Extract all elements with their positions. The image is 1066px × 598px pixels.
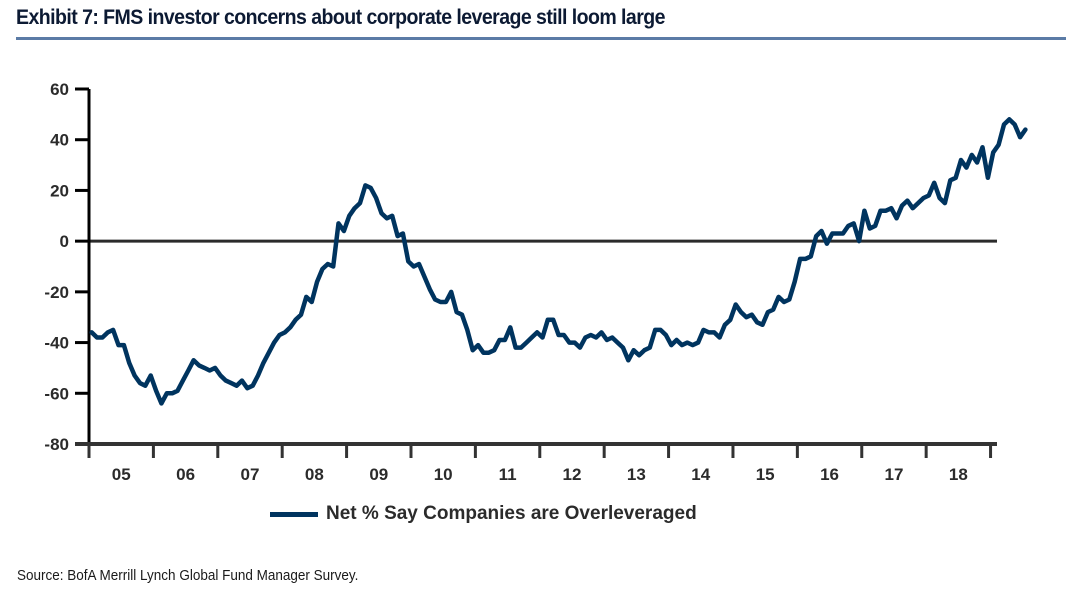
y-tick-label: 60 — [50, 80, 69, 99]
legend: Net % Say Companies are Overleveraged — [270, 503, 697, 525]
x-tick-label: 16 — [820, 465, 839, 484]
x-tick-label: 10 — [434, 465, 453, 484]
y-tick-label: -20 — [44, 283, 69, 302]
source-note: Source: BofA Merrill Lynch Global Fund M… — [17, 567, 359, 584]
x-tick-label: 17 — [885, 465, 904, 484]
x-tick-label: 06 — [176, 465, 195, 484]
y-tick-label: -80 — [44, 435, 69, 454]
x-tick-label: 18 — [949, 465, 968, 484]
legend-swatch — [270, 511, 318, 517]
x-tick-label: 11 — [499, 465, 517, 484]
title-underline — [16, 37, 1066, 40]
y-tick-label: 0 — [60, 232, 69, 251]
x-tick-label: 13 — [627, 465, 646, 484]
x-axis-ticks: 05 06 07 08 09 10 11 12 13 14 15 16 17 18 — [87, 444, 993, 484]
series-layer — [89, 117, 1028, 406]
x-tick-label: 12 — [563, 465, 582, 484]
y-tick-label: -40 — [44, 334, 69, 353]
chart-title: Exhibit 7: FMS investor concerns about c… — [16, 6, 666, 29]
series-line — [89, 117, 1028, 406]
y-tick-label: 40 — [50, 131, 69, 150]
x-tick-label: 08 — [305, 465, 324, 484]
x-tick-label: 09 — [369, 465, 388, 484]
legend-label: Net % Say Companies are Overleveraged — [326, 503, 697, 524]
y-tick-label: 20 — [50, 181, 69, 200]
y-tick-label: -60 — [44, 384, 69, 403]
y-axis-ticks: 60 40 20 0 -20 -40 -60 -80 — [44, 80, 89, 454]
x-tick-label: 07 — [241, 465, 260, 484]
x-tick-label: 14 — [691, 465, 710, 484]
x-tick-label: 05 — [112, 465, 131, 484]
x-tick-label: 15 — [756, 465, 775, 484]
